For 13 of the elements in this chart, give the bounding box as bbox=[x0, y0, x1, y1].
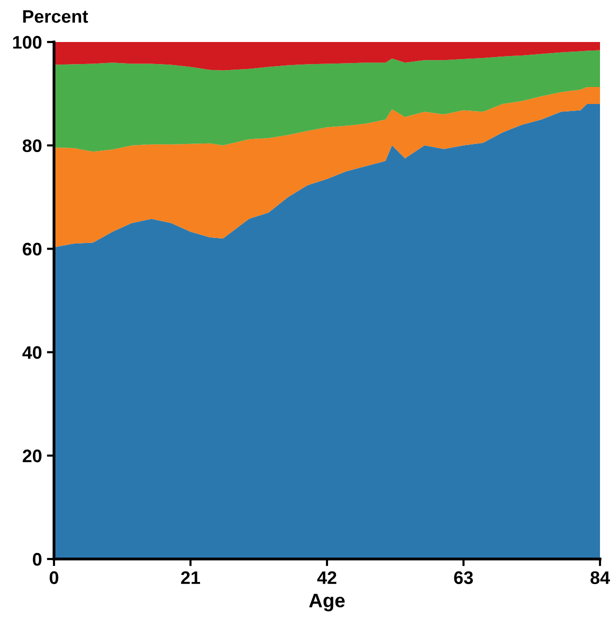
y-tick-label: 100 bbox=[13, 36, 42, 49]
x-tick-label: 42 bbox=[317, 571, 336, 584]
y-tick-label: 40 bbox=[22, 346, 42, 359]
x-tick-label: 21 bbox=[181, 571, 200, 584]
y-tick-label: 80 bbox=[22, 139, 42, 152]
x-tick-label: 84 bbox=[590, 571, 610, 584]
y-tick-label: 20 bbox=[22, 450, 42, 462]
x-tick-label: 63 bbox=[454, 571, 473, 584]
y-tick-label: 60 bbox=[22, 242, 42, 256]
x-axis-title: Age bbox=[309, 594, 345, 612]
y-tick-label: 0 bbox=[32, 552, 42, 566]
y-axis-title: Percent bbox=[23, 10, 88, 23]
x-tick-label: 0 bbox=[50, 571, 58, 584]
